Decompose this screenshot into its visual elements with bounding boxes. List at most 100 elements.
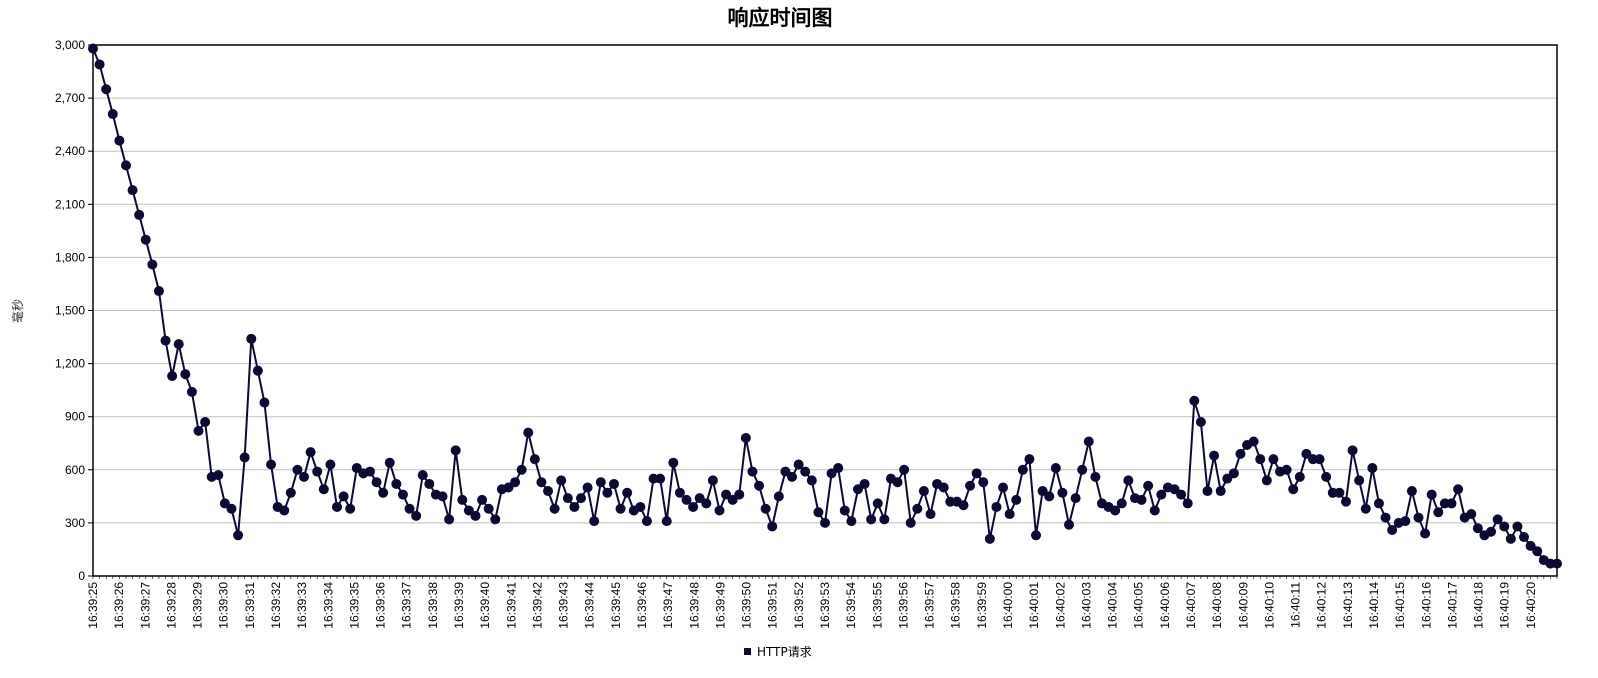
data-point [773, 491, 784, 502]
data-point [88, 43, 98, 54]
data-point [872, 498, 883, 509]
x-tick-label: 16:39:25 [86, 582, 100, 629]
x-tick-label: 16:39:38 [426, 582, 440, 629]
data-point [1340, 496, 1351, 507]
x-tick-label: 16:40:07 [1184, 582, 1198, 629]
data-point [364, 466, 375, 477]
data-point [1486, 526, 1497, 537]
x-tick-label: 16:39:52 [792, 582, 806, 629]
data-point [760, 503, 771, 514]
series-line [92, 48, 1557, 565]
data-point [318, 484, 329, 495]
y-tick-label: 2,100 [55, 197, 85, 211]
data-point [101, 84, 112, 95]
data-point [226, 503, 237, 514]
data-point [114, 135, 125, 146]
y-tick-label: 0 [78, 569, 85, 583]
data-point [549, 503, 560, 514]
data-point [1453, 484, 1464, 495]
data-point [984, 533, 995, 544]
data-point [1367, 463, 1378, 474]
data-point [1552, 558, 1562, 569]
y-tick-label: 1,500 [55, 304, 85, 318]
x-tick-label: 16:39:31 [243, 582, 257, 629]
data-point [450, 445, 461, 456]
y-tick-label: 300 [65, 516, 85, 530]
x-tick-label: 16:39:36 [374, 582, 388, 629]
data-point [754, 480, 765, 491]
x-tick-label: 16:40:01 [1027, 582, 1041, 629]
data-point [1512, 521, 1523, 532]
data-point [246, 333, 257, 344]
data-point [239, 452, 250, 463]
data-point [1413, 512, 1424, 523]
x-tick-label: 16:39:51 [766, 582, 780, 629]
data-point [747, 466, 758, 477]
x-tick-label: 16:40:15 [1393, 582, 1407, 629]
data-point [1360, 503, 1371, 514]
data-point [140, 234, 151, 245]
x-tick-label: 16:39:53 [818, 582, 832, 629]
data-point [1228, 468, 1239, 479]
x-tick-label: 16:39:28 [164, 582, 178, 629]
data-point [998, 482, 1009, 493]
data-point [1083, 436, 1094, 447]
data-point [938, 482, 949, 493]
x-tick-label: 16:40:08 [1210, 582, 1224, 629]
data-point [437, 491, 448, 502]
data-point [1090, 471, 1101, 482]
data-point [1334, 487, 1345, 498]
data-point [516, 464, 527, 475]
x-tick-label: 16:40:10 [1262, 582, 1276, 629]
data-point [681, 494, 692, 505]
x-tick-label: 16:39:34 [321, 582, 335, 629]
x-tick-label: 16:40:14 [1367, 582, 1381, 629]
x-tick-label: 16:39:47 [661, 582, 675, 629]
data-point [305, 447, 316, 458]
x-tick-label: 16:40:06 [1158, 582, 1172, 629]
data-point [233, 530, 244, 541]
data-point [1380, 512, 1391, 523]
data-point [615, 503, 626, 514]
x-tick-label: 16:40:09 [1236, 582, 1250, 629]
data-point [477, 494, 488, 505]
legend-swatch [744, 648, 751, 655]
data-point [424, 478, 435, 489]
data-point [641, 516, 652, 527]
data-point [94, 59, 105, 70]
data-point [285, 487, 296, 498]
plot-frame [92, 44, 1558, 577]
data-point [490, 514, 501, 525]
x-tick-label: 16:39:35 [347, 582, 361, 629]
data-point [820, 517, 830, 528]
data-point [912, 503, 923, 514]
data-point [404, 503, 415, 514]
data-point [562, 493, 573, 504]
data-point [602, 487, 613, 498]
data-point [153, 286, 164, 297]
data-point [767, 521, 778, 532]
data-point [173, 339, 184, 350]
data-point [668, 457, 679, 468]
data-point [1248, 436, 1259, 447]
data-point [1143, 480, 1154, 491]
data-point [1406, 486, 1417, 497]
x-tick-label: 16:40:17 [1445, 582, 1459, 629]
series-http [88, 43, 1562, 569]
data-point [925, 509, 936, 520]
data-point [292, 464, 303, 475]
data-point [1235, 448, 1246, 459]
data-point [1492, 514, 1503, 525]
data-point [892, 477, 903, 488]
data-point [740, 432, 751, 443]
y-tick-label: 3,000 [55, 38, 85, 52]
data-point [859, 478, 870, 489]
x-tick-label: 16:39:59 [975, 582, 989, 629]
data-point [1195, 417, 1206, 428]
y-tick-label: 900 [65, 410, 85, 424]
x-tick-label: 16:40:18 [1472, 582, 1486, 629]
data-point [1031, 530, 1042, 541]
data-point [806, 475, 817, 486]
data-point [457, 494, 468, 505]
x-tick-label: 16:39:29 [191, 582, 205, 629]
